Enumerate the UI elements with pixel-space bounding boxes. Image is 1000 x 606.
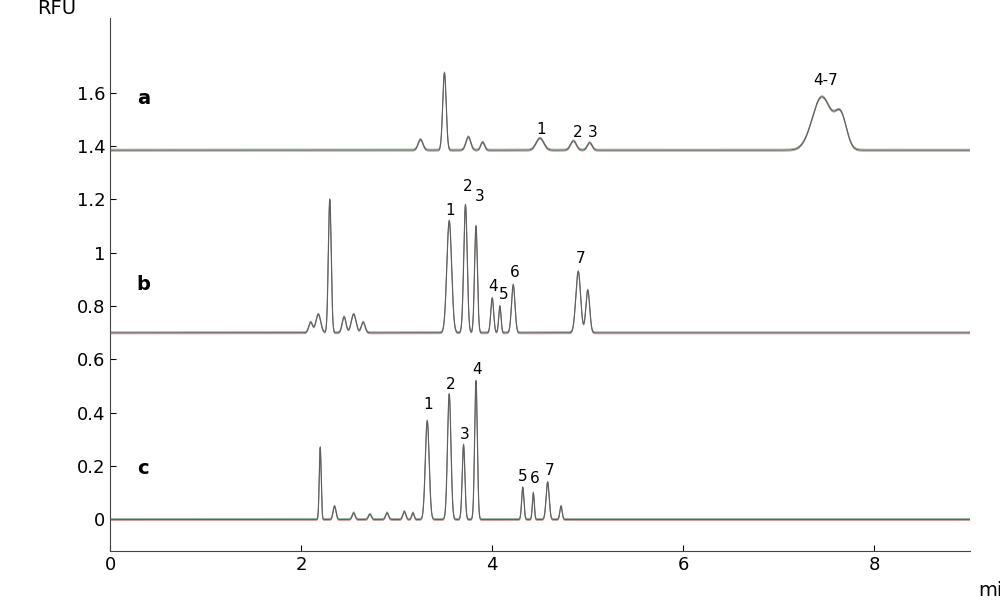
Text: b: b (137, 275, 151, 294)
Text: 7: 7 (544, 464, 554, 479)
Text: RFU: RFU (37, 0, 76, 18)
Text: 5: 5 (499, 287, 509, 302)
Text: 4-7: 4-7 (813, 73, 838, 88)
Text: 2: 2 (446, 377, 456, 392)
Text: 1: 1 (536, 122, 546, 137)
Text: 7: 7 (576, 251, 585, 267)
Text: 3: 3 (588, 125, 598, 140)
Text: a: a (137, 88, 150, 107)
Text: 4: 4 (488, 279, 498, 295)
Text: min: min (979, 581, 1000, 600)
Text: 2: 2 (463, 179, 473, 195)
Text: 3: 3 (475, 189, 484, 204)
Text: 5: 5 (518, 469, 528, 484)
Text: 1: 1 (445, 204, 455, 219)
Text: c: c (137, 459, 148, 478)
Text: 3: 3 (460, 427, 470, 442)
Text: 6: 6 (510, 265, 520, 280)
Text: 4: 4 (473, 362, 482, 377)
Text: 2: 2 (572, 125, 582, 140)
Text: 1: 1 (423, 397, 433, 412)
Text: 6: 6 (529, 471, 539, 487)
